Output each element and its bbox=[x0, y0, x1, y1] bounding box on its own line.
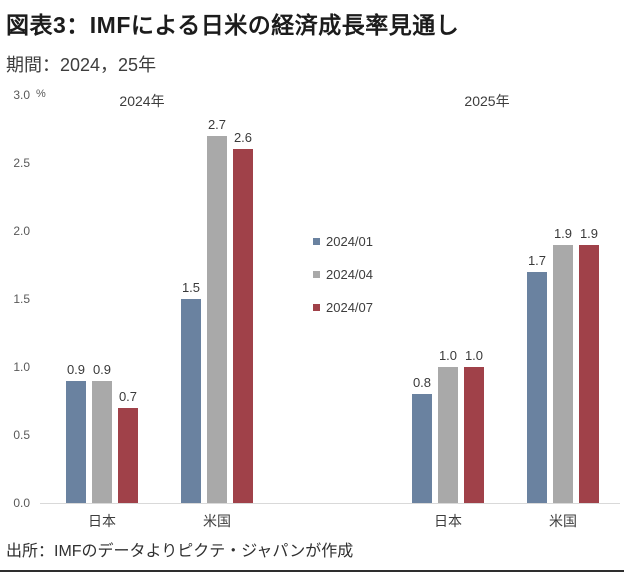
legend-label: 2024/04 bbox=[326, 267, 373, 282]
category-label: 米国 bbox=[549, 513, 577, 529]
bar bbox=[579, 245, 599, 503]
bar bbox=[464, 367, 484, 503]
bar-value-label: 0.9 bbox=[66, 362, 86, 377]
y-tick-label: 3.0 bbox=[13, 88, 30, 102]
bar-value-label: 1.0 bbox=[438, 348, 458, 363]
y-tick-label: 0.0 bbox=[13, 496, 30, 510]
y-tick-label: 2.5 bbox=[13, 156, 30, 170]
bar-value-label: 2.6 bbox=[233, 130, 253, 145]
legend-item: 2024/01 bbox=[313, 225, 373, 258]
y-tick-label: 1.0 bbox=[13, 360, 30, 374]
bar-value-label: 1.7 bbox=[527, 253, 547, 268]
legend-swatch bbox=[313, 238, 320, 245]
bar bbox=[553, 245, 573, 503]
category-label: 日本 bbox=[434, 513, 462, 529]
panel-label-2024: 2024年 bbox=[119, 93, 165, 109]
chart-area: % 2024年 2025年 0.0 0.5 1.0 1.5 2.0 2.5 3.0 0.9 0… bbox=[0, 85, 624, 530]
y-tick-label: 0.5 bbox=[13, 428, 30, 442]
bar bbox=[207, 136, 227, 503]
bar-value-label: 0.9 bbox=[92, 362, 112, 377]
panel-label-2025: 2025年 bbox=[464, 93, 510, 109]
legend-label: 2024/07 bbox=[326, 300, 373, 315]
legend-label: 2024/01 bbox=[326, 234, 373, 249]
bar bbox=[233, 149, 253, 503]
bar-value-label: 0.7 bbox=[118, 389, 138, 404]
category-label: 日本 bbox=[88, 513, 116, 529]
bar-value-label: 2.7 bbox=[207, 117, 227, 132]
bar bbox=[438, 367, 458, 503]
bar bbox=[181, 299, 201, 503]
y-tick-label: 1.5 bbox=[13, 292, 30, 306]
bar-value-label: 1.0 bbox=[464, 348, 484, 363]
legend-swatch bbox=[313, 304, 320, 311]
bar bbox=[527, 272, 547, 503]
y-axis-unit-label: % bbox=[36, 88, 46, 100]
legend-item: 2024/07 bbox=[313, 291, 373, 324]
source-note: 出所：IMFのデータよりピクテ・ジャパンが作成 bbox=[6, 543, 354, 560]
bar-value-label: 1.9 bbox=[553, 226, 573, 241]
bar bbox=[412, 394, 432, 503]
category-label: 米国 bbox=[203, 513, 231, 529]
legend-swatch bbox=[313, 271, 320, 278]
legend-item: 2024/04 bbox=[313, 258, 373, 291]
x-axis-line bbox=[40, 503, 620, 504]
bar bbox=[66, 381, 86, 503]
bar bbox=[118, 408, 138, 503]
bar bbox=[92, 381, 112, 503]
bar-value-label: 0.8 bbox=[412, 375, 432, 390]
chart-subtitle-period: 期間：2024，25年 bbox=[6, 55, 157, 75]
y-tick-label: 2.0 bbox=[13, 224, 30, 238]
chart-legend: 2024/01 2024/04 2024/07 bbox=[313, 225, 373, 324]
bar-value-label: 1.9 bbox=[579, 226, 599, 241]
bar-value-label: 1.5 bbox=[181, 280, 201, 295]
page-title: 図表3：IMFによる日米の経済成長率見通し bbox=[6, 12, 460, 38]
